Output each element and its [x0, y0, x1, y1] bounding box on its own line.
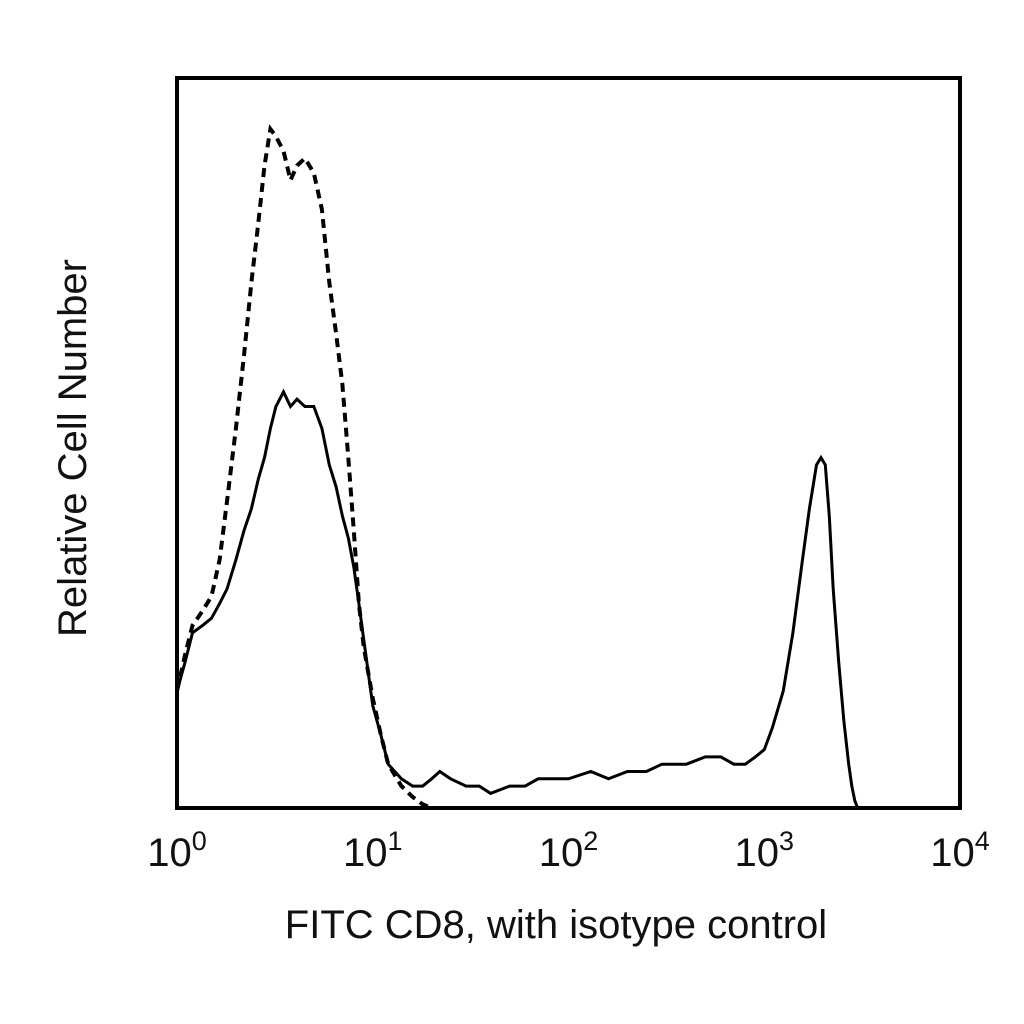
solid-histogram-line	[175, 388, 960, 810]
x-tick-labels: 100 101 102 103 104	[147, 826, 990, 875]
x-tick-label: 101	[343, 826, 403, 875]
x-tick-label: 104	[930, 826, 990, 875]
series-layer	[175, 124, 960, 810]
plot-frame	[175, 76, 962, 810]
x-axis-title: FITC CD8, with isotype control	[285, 903, 827, 947]
x-tick-label: 103	[735, 826, 795, 875]
x-tick-label: 100	[147, 826, 207, 875]
y-axis-title: Relative Cell Number	[51, 259, 95, 637]
x-tick-label: 102	[539, 826, 599, 875]
